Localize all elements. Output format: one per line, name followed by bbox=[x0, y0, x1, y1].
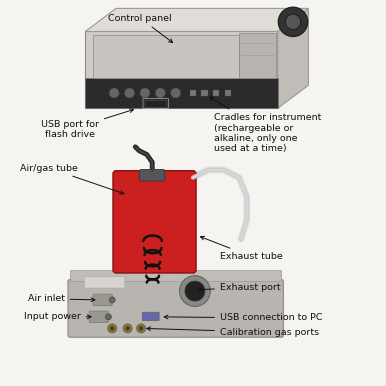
Circle shape bbox=[179, 276, 210, 306]
Circle shape bbox=[137, 324, 146, 333]
Circle shape bbox=[126, 327, 130, 330]
Bar bbox=[190, 90, 196, 96]
Text: Input power: Input power bbox=[24, 312, 91, 321]
Circle shape bbox=[110, 327, 114, 330]
Text: USB connection to PC: USB connection to PC bbox=[164, 313, 322, 322]
Circle shape bbox=[125, 88, 135, 98]
Circle shape bbox=[109, 88, 119, 98]
Text: Air inlet: Air inlet bbox=[28, 294, 95, 303]
Bar bbox=[213, 90, 219, 96]
FancyBboxPatch shape bbox=[239, 33, 276, 78]
Polygon shape bbox=[70, 270, 281, 281]
FancyBboxPatch shape bbox=[93, 294, 112, 306]
Circle shape bbox=[278, 7, 308, 36]
Circle shape bbox=[140, 88, 150, 98]
FancyBboxPatch shape bbox=[140, 169, 165, 181]
Bar bbox=[201, 90, 208, 96]
Circle shape bbox=[139, 327, 143, 330]
FancyBboxPatch shape bbox=[93, 35, 239, 78]
Circle shape bbox=[123, 324, 132, 333]
FancyBboxPatch shape bbox=[68, 279, 283, 337]
Text: Exhaust tube: Exhaust tube bbox=[200, 236, 283, 261]
Text: Cradles for instrument
(rechargeable or
alkaline, only one
used at a time): Cradles for instrument (rechargeable or … bbox=[210, 97, 322, 154]
Circle shape bbox=[108, 324, 117, 333]
FancyBboxPatch shape bbox=[113, 171, 196, 273]
Circle shape bbox=[185, 281, 205, 301]
Polygon shape bbox=[85, 8, 308, 32]
FancyBboxPatch shape bbox=[89, 311, 108, 323]
Circle shape bbox=[105, 314, 112, 320]
Text: USB port for
flash drive: USB port for flash drive bbox=[41, 109, 134, 139]
Polygon shape bbox=[278, 8, 308, 108]
FancyBboxPatch shape bbox=[85, 78, 278, 108]
Text: Calibration gas ports: Calibration gas ports bbox=[147, 327, 319, 337]
Circle shape bbox=[109, 297, 115, 303]
Circle shape bbox=[285, 14, 301, 30]
FancyBboxPatch shape bbox=[85, 32, 278, 108]
Text: Air/gas tube: Air/gas tube bbox=[20, 164, 124, 194]
Circle shape bbox=[171, 88, 181, 98]
Bar bbox=[145, 100, 166, 107]
Text: Control panel: Control panel bbox=[108, 14, 173, 42]
Circle shape bbox=[155, 88, 165, 98]
FancyBboxPatch shape bbox=[142, 312, 159, 321]
FancyBboxPatch shape bbox=[85, 277, 125, 288]
Bar bbox=[225, 90, 231, 96]
Text: Exhaust port: Exhaust port bbox=[199, 283, 281, 292]
